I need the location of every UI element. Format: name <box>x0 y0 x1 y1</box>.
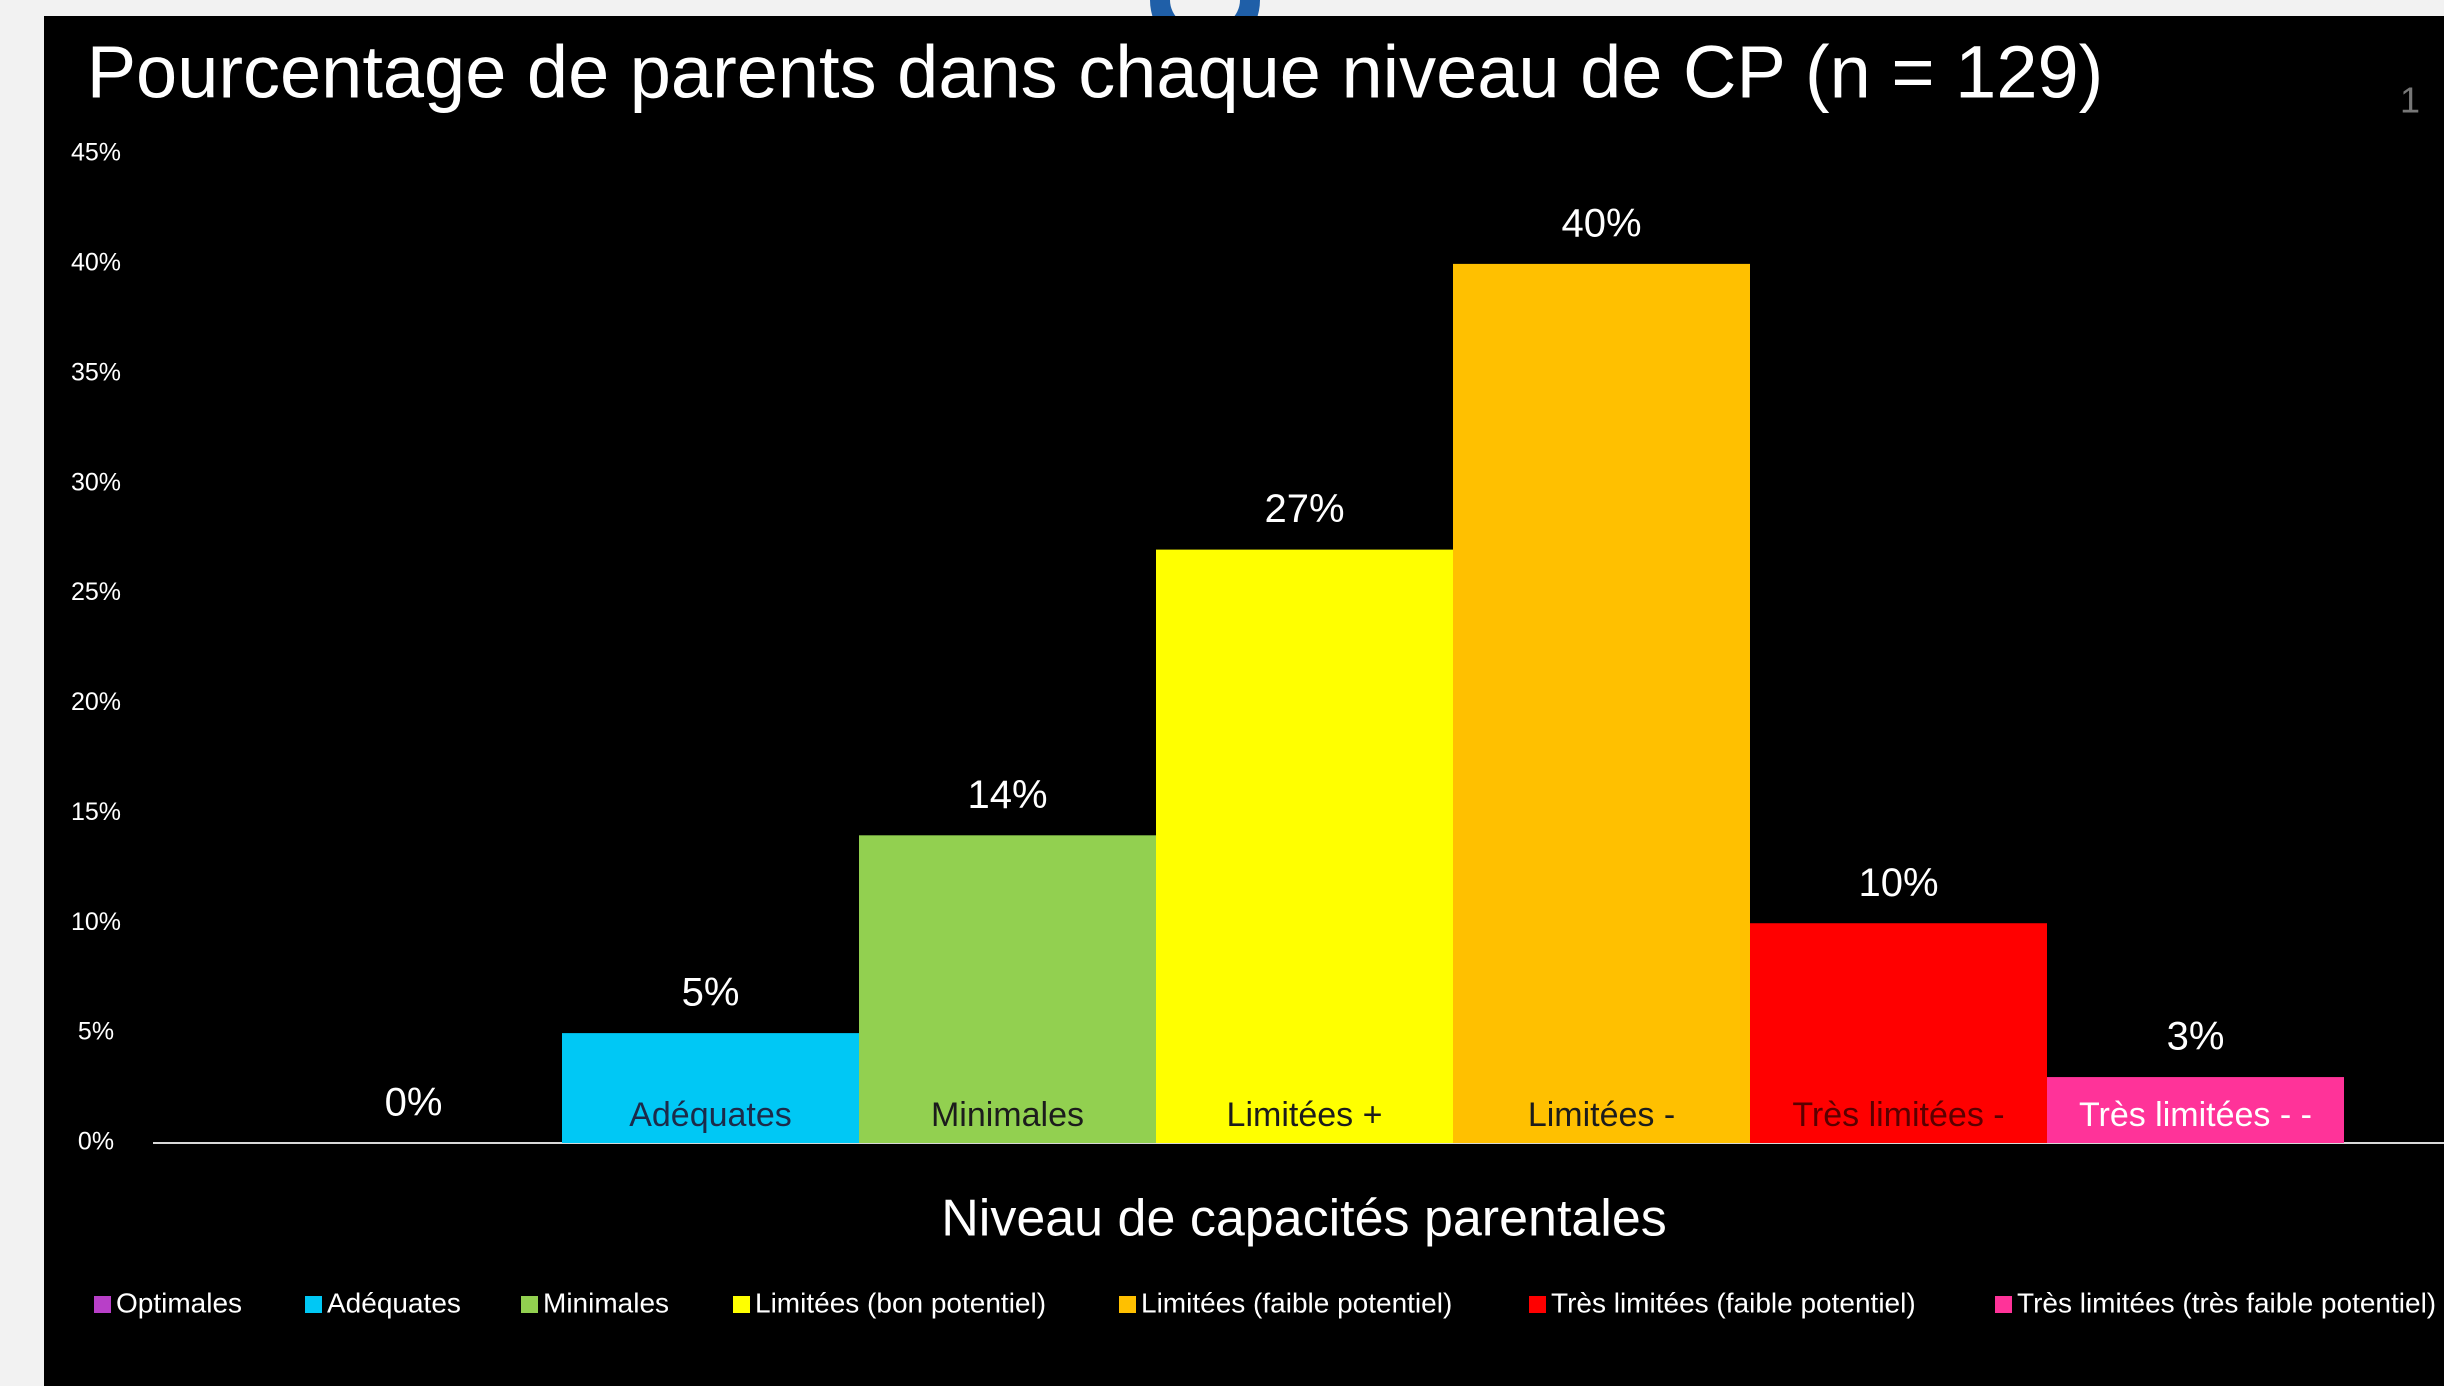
legend-label: Optimales <box>116 1287 242 1318</box>
bar <box>1750 923 2047 1143</box>
y-tick-label: 0% <box>78 1128 114 1156</box>
data-label: 27% <box>1264 487 1344 531</box>
data-label: 0% <box>385 1081 443 1125</box>
y-tick-label: 40% <box>71 248 121 276</box>
bar-label: Minimales <box>931 1096 1084 1134</box>
bar <box>2047 1077 2344 1143</box>
data-label: 40% <box>1561 201 1641 245</box>
chart-title: Pourcentage de parents dans chaque nivea… <box>87 31 2104 114</box>
legend-label: Adéquates <box>327 1287 461 1318</box>
plot: 0% 5% 10% 15% 20% 25% 30% 35% 40% 45% 0% 5% Adéquate… <box>71 139 2444 1318</box>
data-label: 14% <box>967 773 1047 817</box>
bar-label: Adéquates <box>629 1096 792 1134</box>
legend-label: Limitées (bon potentiel) <box>755 1287 1046 1318</box>
y-tick-label: 10% <box>71 908 121 936</box>
legend-label: Très limitées (très faible potentiel) <box>2017 1287 2436 1318</box>
bar-label: Limitées - <box>1528 1096 1675 1134</box>
legend-label: Minimales <box>543 1287 669 1318</box>
legend-swatch <box>94 1296 111 1313</box>
bar-label: Très limitées - <box>1792 1096 2004 1134</box>
y-tick-label: 20% <box>71 688 121 716</box>
y-tick-label: 15% <box>71 798 121 826</box>
bar-label: Limitées + <box>1227 1096 1383 1134</box>
legend-swatch <box>1529 1296 1546 1313</box>
legend-swatch <box>1995 1296 2012 1313</box>
legend-swatch <box>521 1296 538 1313</box>
bar <box>859 835 1156 1143</box>
legend-label: Limitées (faible potentiel) <box>1141 1287 1452 1318</box>
bar <box>562 1033 859 1143</box>
y-tick-label: 25% <box>71 578 121 606</box>
legend-label: Très limitées (faible potentiel) <box>1551 1287 1916 1318</box>
y-tick-label: 35% <box>71 358 121 386</box>
data-label: 3% <box>2167 1015 2225 1059</box>
data-label: 10% <box>1858 861 1938 905</box>
bar <box>1453 263 1750 1143</box>
x-axis-title: Niveau de capacités parentales <box>941 1190 1667 1248</box>
page-number: 1 <box>2400 80 2420 121</box>
legend-swatch <box>305 1296 322 1313</box>
bar-label: Très limitées - - <box>2079 1096 2312 1134</box>
y-tick-label: 5% <box>78 1018 114 1046</box>
y-tick-label: 30% <box>71 468 121 496</box>
legend-swatch <box>1119 1296 1136 1313</box>
bar <box>1156 549 1453 1143</box>
legend-swatch <box>733 1296 750 1313</box>
data-label: 5% <box>682 971 740 1015</box>
y-tick-label: 45% <box>71 139 121 167</box>
